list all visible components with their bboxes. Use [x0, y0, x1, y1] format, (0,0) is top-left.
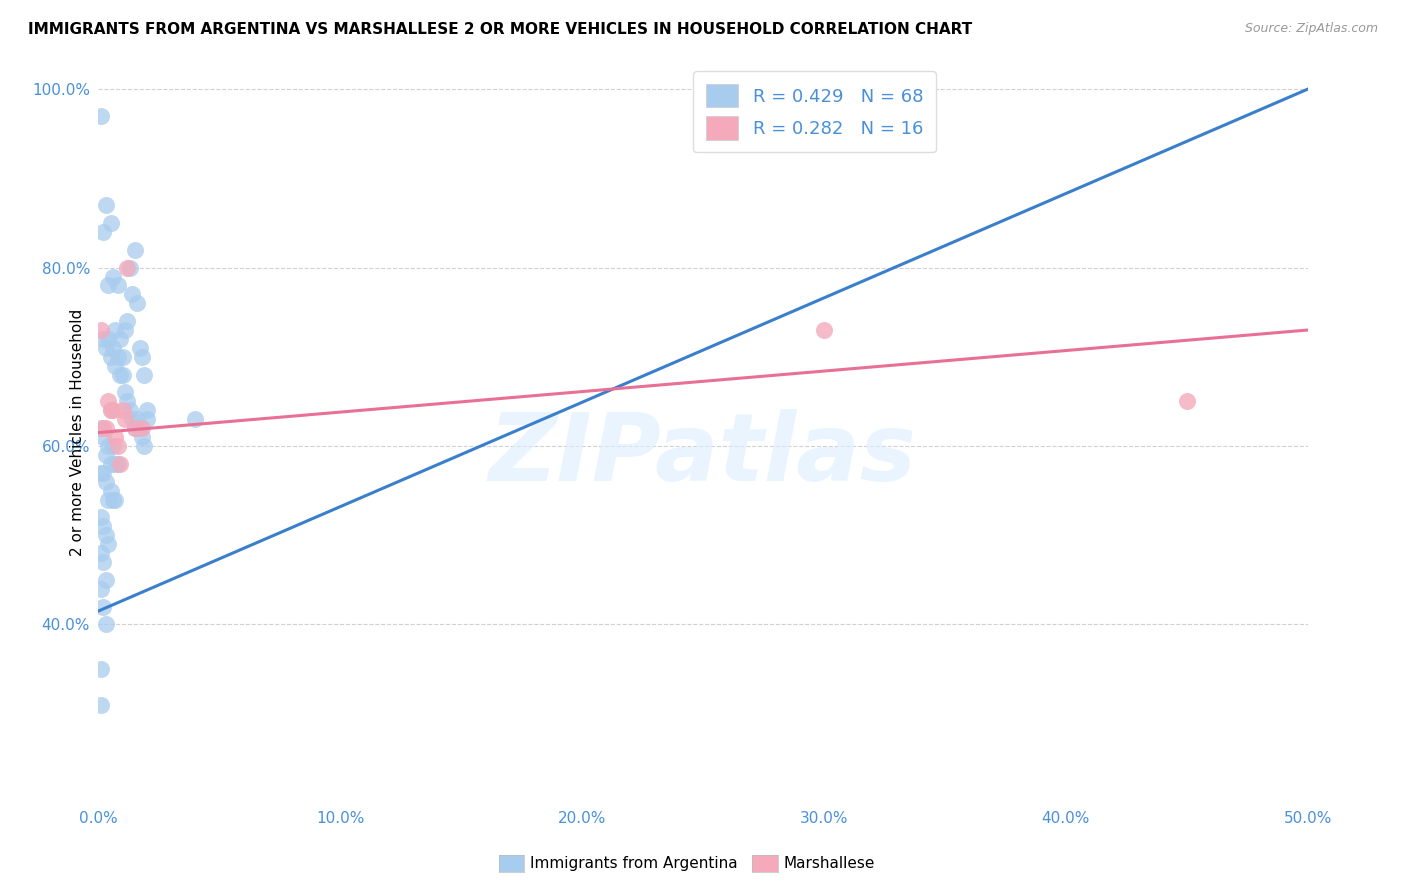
Point [91, 555, 114, 569]
Point [100, 216, 122, 230]
Point [117, 394, 139, 409]
Point [91, 430, 114, 444]
Point [114, 323, 136, 337]
Point [117, 260, 139, 275]
Point [91, 466, 114, 480]
Point [114, 385, 136, 400]
Point [107, 439, 129, 453]
Point [101, 439, 124, 453]
Point [90, 698, 112, 712]
Text: Marshallese: Marshallese [783, 856, 875, 871]
Point [1175, 394, 1198, 409]
Point [184, 412, 207, 426]
Point [131, 421, 153, 435]
Point [90, 546, 112, 560]
Point [100, 403, 122, 417]
Text: IMMIGRANTS FROM ARGENTINA VS MARSHALLESE 2 OR MORE VEHICLES IN HOUSEHOLD CORRELA: IMMIGRANTS FROM ARGENTINA VS MARSHALLESE… [28, 22, 973, 37]
Point [94, 198, 117, 212]
Point [107, 457, 129, 471]
Point [94, 341, 117, 355]
Point [114, 412, 136, 426]
Point [97, 332, 120, 346]
Point [100, 403, 122, 417]
Point [94, 528, 117, 542]
Point [108, 457, 131, 471]
Point [91, 599, 114, 614]
Point [124, 421, 146, 435]
Point [128, 421, 150, 435]
Point [101, 492, 124, 507]
Point [104, 492, 127, 507]
Point [134, 439, 156, 453]
Point [104, 457, 127, 471]
Point [90, 323, 112, 337]
Point [127, 296, 149, 310]
Point [94, 421, 117, 435]
Point [134, 368, 156, 382]
Y-axis label: 2 or more Vehicles in Household: 2 or more Vehicles in Household [69, 309, 84, 557]
Point [97, 278, 120, 293]
Point [91, 421, 114, 435]
Point [813, 323, 835, 337]
Point [97, 394, 120, 409]
Point [111, 403, 134, 417]
Point [135, 412, 157, 426]
Point [121, 287, 143, 301]
Point [118, 260, 141, 275]
Point [90, 510, 112, 524]
Point [90, 582, 112, 596]
Point [107, 278, 129, 293]
Point [101, 341, 124, 355]
Point [94, 475, 117, 489]
Point [121, 412, 143, 426]
Point [94, 617, 117, 632]
Point [94, 448, 117, 462]
Point [117, 314, 139, 328]
Text: ZIPatlas: ZIPatlas [489, 409, 917, 500]
Point [131, 430, 153, 444]
Point [101, 269, 124, 284]
Point [118, 403, 141, 417]
Point [94, 573, 117, 587]
Point [104, 430, 127, 444]
Point [91, 332, 114, 346]
Point [90, 421, 112, 435]
Point [97, 492, 120, 507]
Point [104, 323, 127, 337]
Point [111, 368, 134, 382]
Point [107, 350, 129, 364]
Point [104, 359, 127, 373]
Point [111, 350, 134, 364]
Point [124, 243, 146, 257]
Point [90, 109, 112, 123]
Point [108, 368, 131, 382]
Point [90, 466, 112, 480]
Point [131, 350, 153, 364]
Point [91, 519, 114, 533]
Text: Source: ZipAtlas.com: Source: ZipAtlas.com [1244, 22, 1378, 36]
Point [90, 662, 112, 676]
Point [127, 412, 149, 426]
Text: Immigrants from Argentina: Immigrants from Argentina [530, 856, 738, 871]
Point [124, 421, 146, 435]
Point [100, 457, 122, 471]
Point [101, 403, 124, 417]
Point [100, 483, 122, 498]
Point [108, 332, 131, 346]
Point [97, 439, 120, 453]
Point [135, 403, 157, 417]
Point [97, 537, 120, 551]
Point [100, 350, 122, 364]
Point [128, 341, 150, 355]
Legend: R = 0.429   N = 68, R = 0.282   N = 16: R = 0.429 N = 68, R = 0.282 N = 16 [693, 71, 936, 153]
Point [91, 225, 114, 239]
